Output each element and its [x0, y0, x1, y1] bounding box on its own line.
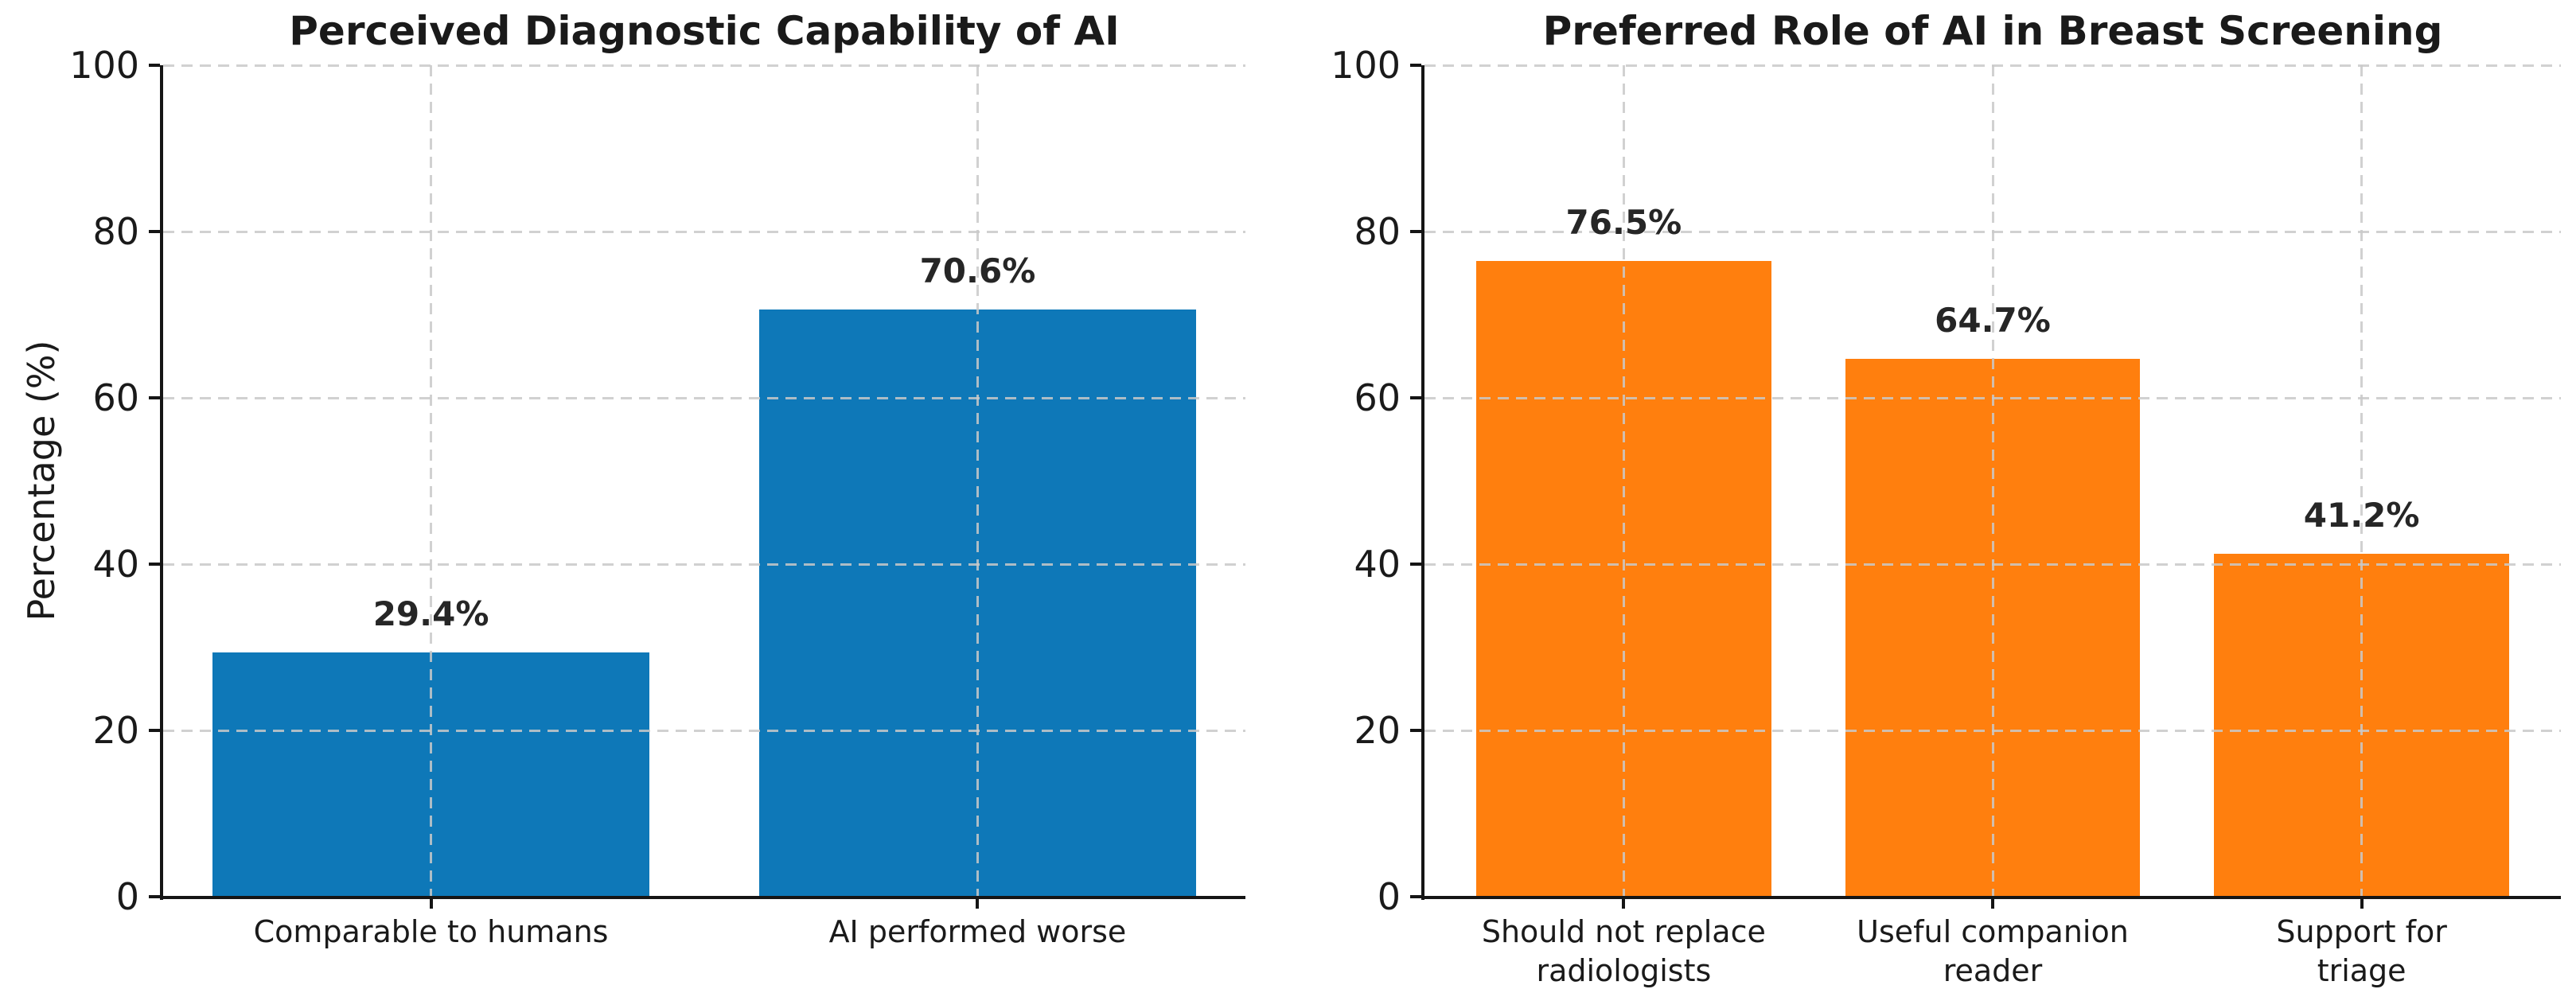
- bar-value-label-1: 70.6%: [919, 251, 1036, 291]
- bar-value-label-1: 64.7%: [1935, 300, 2051, 340]
- gridline-y-20: [163, 729, 1245, 732]
- x-tick-1: [976, 899, 980, 909]
- y-tick-20: [1410, 729, 1421, 732]
- y-tick-label-0: 0: [1377, 875, 1401, 918]
- y-tick-label-60: 60: [92, 376, 139, 419]
- y-tick-40: [1410, 563, 1421, 566]
- y-tick-0: [149, 895, 160, 898]
- gridline-x-1: [1991, 65, 1994, 897]
- y-tick-100: [149, 64, 160, 67]
- bar-value-label-0: 76.5%: [1565, 202, 1682, 242]
- y-tick-label-60: 60: [1354, 376, 1401, 419]
- y-tick-60: [1410, 396, 1421, 399]
- x-axis-spine: [1421, 896, 2561, 899]
- x-tick-label-1: AI performed worse: [828, 914, 1127, 949]
- bar-value-label-2: 41.2%: [2303, 496, 2420, 535]
- gridline-x-0: [1622, 65, 1625, 897]
- y-tick-100: [1410, 64, 1421, 67]
- y-tick-80: [149, 230, 160, 233]
- chart-title-left: Perceived Diagnostic Capability of AI: [289, 8, 1120, 54]
- gridline-x-2: [2360, 65, 2364, 897]
- gridline-x-1: [976, 65, 979, 897]
- gridline-y-40: [163, 563, 1245, 566]
- gridline-y-80: [163, 230, 1245, 233]
- x-tick-2: [2360, 899, 2364, 909]
- gridline-y-100: [163, 64, 1245, 67]
- y-tick-label-0: 0: [115, 875, 139, 918]
- y-tick-80: [1410, 230, 1421, 233]
- y-axis-spine: [1421, 65, 1424, 900]
- y-tick-label-20: 20: [1354, 709, 1401, 752]
- x-tick-0: [1622, 899, 1626, 909]
- y-axis-label: Percentage (%): [20, 340, 63, 621]
- x-tick-label-0: Comparable to humans: [253, 914, 609, 949]
- gridline-x-0: [430, 65, 433, 897]
- x-tick-label-0: Should not replace radiologists: [1481, 914, 1766, 989]
- y-tick-label-40: 40: [1354, 543, 1401, 586]
- y-tick-label-20: 20: [92, 709, 139, 752]
- x-tick-label-2: Support for triage: [2276, 914, 2447, 989]
- y-tick-label-100: 100: [69, 44, 139, 87]
- gridline-y-60: [163, 396, 1245, 399]
- y-tick-label-80: 80: [92, 210, 139, 253]
- y-tick-0: [1410, 895, 1421, 898]
- y-tick-40: [149, 563, 160, 566]
- y-tick-label-100: 100: [1331, 44, 1401, 87]
- x-axis-spine: [160, 896, 1245, 899]
- x-tick-1: [1991, 899, 1994, 909]
- y-axis-spine: [160, 65, 163, 900]
- x-tick-0: [429, 899, 433, 909]
- bar-value-label-0: 29.4%: [372, 594, 489, 633]
- y-tick-20: [149, 729, 160, 732]
- y-tick-label-40: 40: [92, 543, 139, 586]
- x-tick-label-1: Useful companion reader: [1857, 914, 2129, 989]
- y-tick-label-80: 80: [1354, 210, 1401, 253]
- y-tick-60: [149, 396, 160, 399]
- chart-title-right: Preferred Role of AI in Breast Screening: [1542, 8, 2443, 54]
